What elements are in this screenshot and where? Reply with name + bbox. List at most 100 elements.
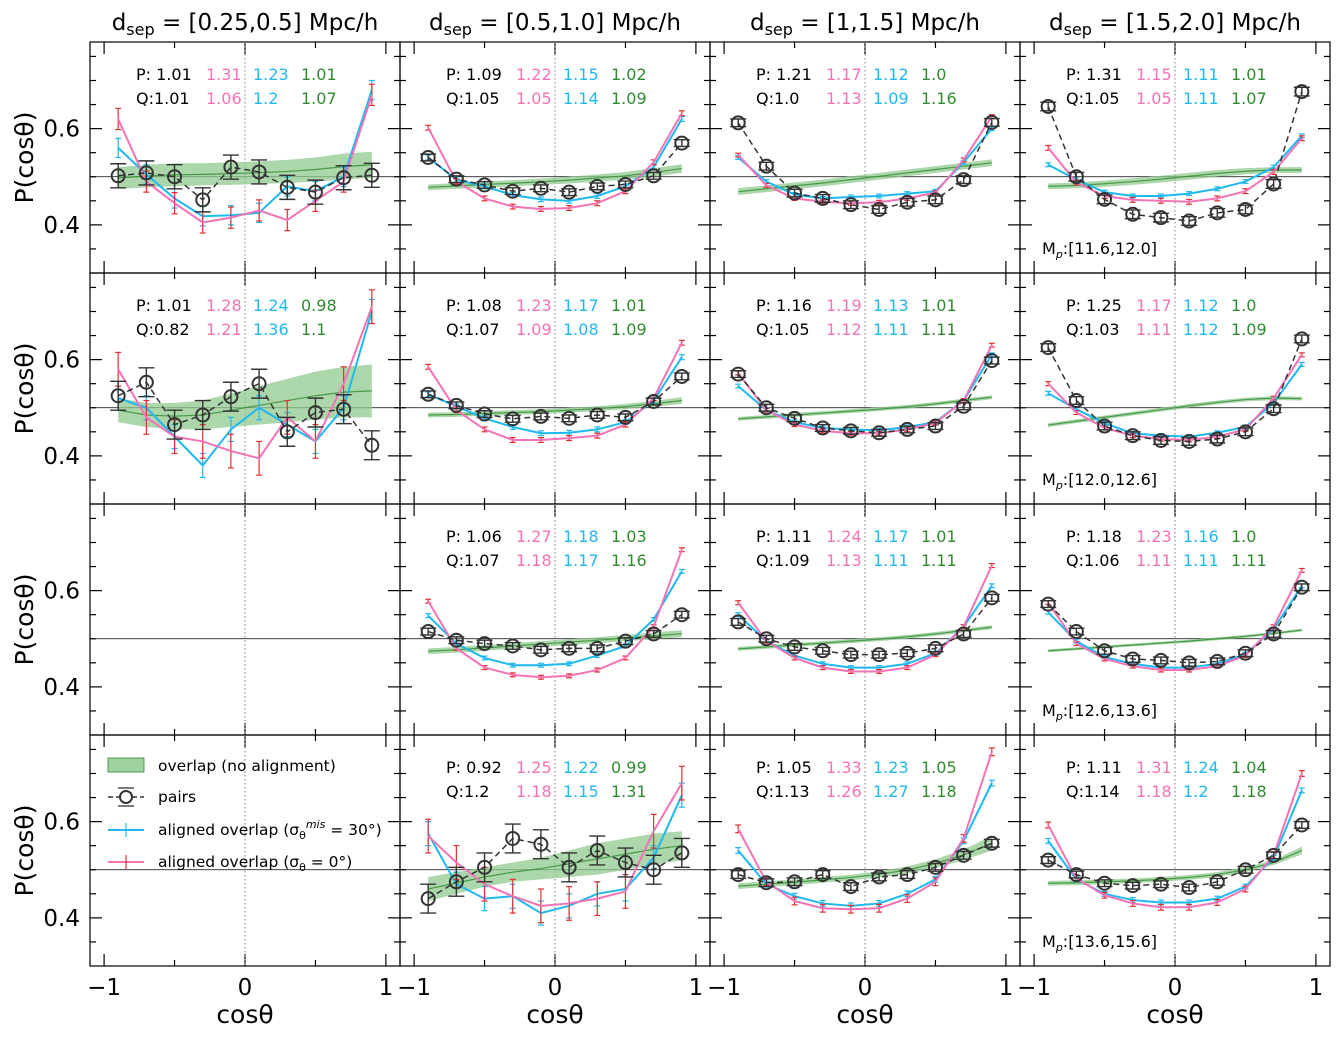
series-group	[1040, 84, 1310, 229]
pairs-point	[758, 875, 774, 891]
q-value-label: Q:1.05	[756, 320, 810, 339]
overlap-line	[1048, 629, 1302, 652]
q-value-label: 1.18	[921, 782, 957, 801]
overlap-line	[1048, 169, 1302, 187]
p-value-label: 1.15	[1136, 65, 1172, 84]
pairs-series	[1040, 579, 1310, 671]
pairs-point	[1125, 651, 1141, 667]
p-value-label: 1.31	[1136, 758, 1172, 777]
pairs-line	[117, 381, 373, 446]
aligned0-line	[117, 306, 373, 460]
q-value-label: Q:1.03	[1066, 320, 1120, 339]
pairs-point	[646, 862, 662, 878]
pairs-point	[1266, 176, 1282, 192]
annotation: P: 1.05 1.33 1.23 1.05 Q:1.13 1.26 1.27 1.18	[756, 758, 957, 801]
pairs-line	[1047, 338, 1303, 443]
q-value-label: Q:1.2	[446, 782, 489, 801]
pairs-point	[1040, 852, 1056, 868]
mass-bin-label: Mp:[11.6,12.0]	[1042, 239, 1157, 261]
column-title: dsep = [1.5,2.0] Mpc/h	[1049, 10, 1301, 39]
p-value-label: 1.18	[563, 527, 599, 546]
q-value-label: 1.18	[1136, 782, 1172, 801]
p-value-label: 1.0	[1231, 296, 1256, 315]
pairs-point	[1040, 596, 1056, 612]
aligned30-series	[425, 354, 685, 437]
pairs-point	[505, 411, 521, 427]
p-value-label: P: 1.25	[1066, 296, 1122, 315]
pairs-point	[1153, 210, 1169, 226]
p-value-label: P: 1.01	[136, 296, 192, 315]
q-value-label: 1.11	[921, 320, 957, 339]
pairs-line	[1047, 824, 1303, 889]
q-value-label: Q:1.05	[1066, 89, 1120, 108]
panel: P: 1.08 1.23 1.17 1.01 Q:1.07 1.09 1.08 1.09	[399, 272, 711, 505]
aligned0-line	[1047, 773, 1303, 909]
pairs-point	[336, 170, 352, 186]
pairs-series	[110, 154, 380, 213]
pairs-point	[533, 836, 549, 852]
q-value-label: Q:1.13	[756, 782, 810, 801]
q-value-label: 1.18	[516, 782, 552, 801]
pairs-point	[1040, 340, 1056, 356]
pairs-point	[787, 874, 803, 890]
pairs-point	[1068, 624, 1084, 640]
pairs-point	[477, 406, 493, 422]
pairs-point	[533, 180, 549, 196]
legend-label: overlap (no alignment)	[158, 757, 336, 775]
q-value-label: 1.36	[253, 320, 289, 339]
annotation: P: 1.11 1.24 1.17 1.01 Q:1.09 1.13 1.11 1.11	[756, 527, 957, 570]
q-value-label: 1.1	[301, 320, 326, 339]
ticks	[400, 273, 710, 504]
pairs-point	[730, 867, 746, 883]
pairs-point	[617, 633, 633, 649]
q-value-label: 1.07	[301, 89, 337, 108]
pairs-point	[1068, 393, 1084, 409]
q-value-label: 1.11	[1183, 551, 1219, 570]
aligned30-line	[427, 570, 683, 667]
p-value-label: 1.23	[873, 758, 909, 777]
q-value-label: 1.18	[1231, 782, 1267, 801]
pairs-point	[1266, 401, 1282, 417]
pairs-line	[737, 122, 993, 211]
q-value-label: 1.21	[206, 320, 242, 339]
ticks	[90, 42, 400, 273]
p-value-label: 1.22	[516, 65, 552, 84]
pairs-point	[843, 197, 859, 213]
pairs-series	[420, 823, 690, 914]
p-value-label: 1.01	[611, 296, 647, 315]
p-value-label: P: 1.21	[756, 65, 812, 84]
aligned30-line	[1047, 135, 1303, 197]
p-value-label: 1.23	[516, 296, 552, 315]
pairs-point	[984, 114, 1000, 130]
p-value-label: 1.01	[1231, 65, 1267, 84]
q-value-label: 1.12	[1183, 320, 1219, 339]
q-value-label: 1.27	[873, 782, 909, 801]
pairs-point	[1266, 626, 1282, 642]
pairs-point	[1181, 213, 1197, 229]
pairs-series	[110, 367, 380, 461]
x-axis-labels: −1 0 1 cosθ −1 0 1 cosθ −1 0 1 cosθ −1 0 1 cosθ	[87, 975, 1323, 1029]
y-axis-labels: 0.40.6P(cosθ)0.40.6P(cosθ)0.40.6P(cosθ)0…	[10, 112, 80, 932]
pairs-point	[223, 159, 239, 175]
y-axis-label: P(cosθ)	[10, 574, 39, 666]
p-value-label: 1.33	[826, 758, 862, 777]
pairs-point	[364, 167, 380, 183]
x-tick-label: 1	[1309, 975, 1324, 1001]
pairs-point	[1237, 645, 1253, 661]
pairs-point	[1209, 431, 1225, 447]
pairs-point	[871, 425, 887, 441]
annotation: P: 1.06 1.27 1.18 1.03 Q:1.07 1.18 1.17 1.16	[446, 527, 647, 570]
q-value-label: 1.11	[1136, 320, 1172, 339]
q-value-label: Q:1.05	[446, 89, 500, 108]
x-tick-label: 1	[689, 975, 704, 1001]
q-value-label: 1.08	[563, 320, 599, 339]
aligned0-line	[1047, 354, 1303, 441]
p-value-label: 1.0	[1231, 527, 1256, 546]
pairs-point	[843, 423, 859, 439]
pairs-point	[505, 638, 521, 654]
pairs-line	[427, 614, 683, 651]
p-value-label: 1.17	[563, 296, 599, 315]
pairs-point	[1097, 418, 1113, 434]
p-value-label: 1.17	[1136, 296, 1172, 315]
panel: P: 1.21 1.17 1.12 1.0 Q:1.0 1.13 1.09 1.16	[709, 41, 1021, 274]
